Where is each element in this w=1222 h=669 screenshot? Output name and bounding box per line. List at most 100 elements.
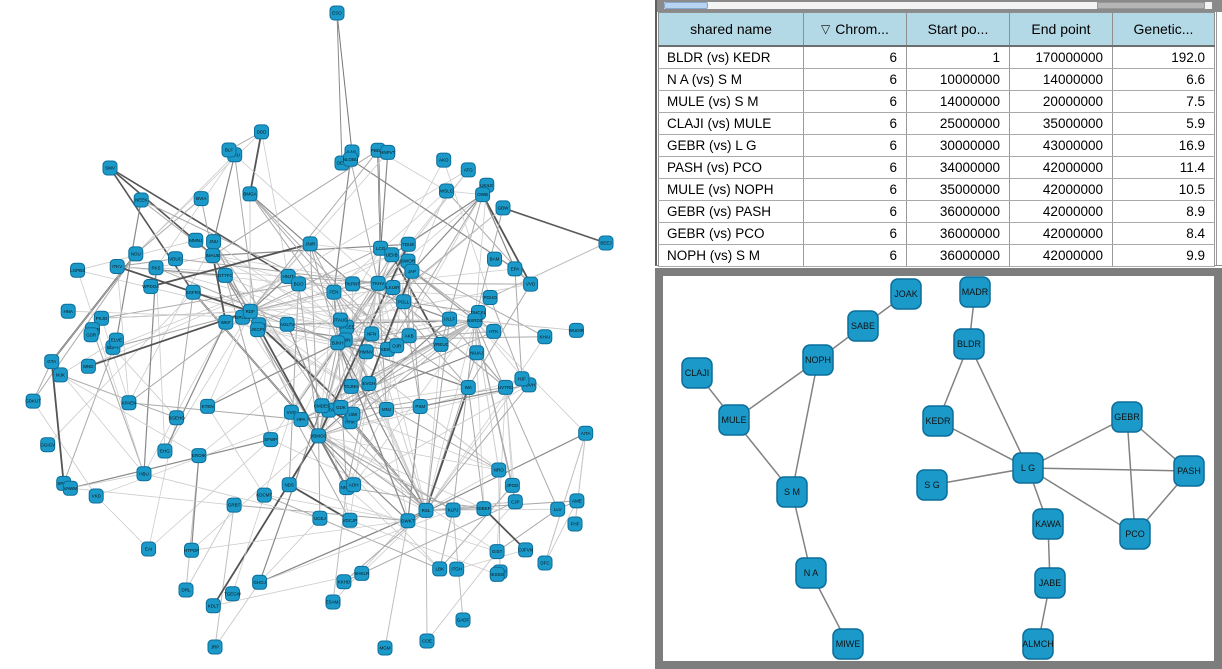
main-network-canvas[interactable]: ESOILMLOEKISMVBEEJJRPCOEESAMJGADFMGMKTWP… [0, 0, 650, 669]
table-cell[interactable]: 192.0 [1112, 46, 1215, 69]
hairball-node[interactable]: KLPJ [445, 502, 461, 518]
network-node[interactable]: L G [1012, 452, 1044, 484]
hairball-node[interactable]: NEEK [133, 192, 149, 208]
hairball-node[interactable]: EHG [157, 443, 173, 459]
hairball-node-shape[interactable] [40, 437, 56, 453]
scrollbar-thumb-left[interactable] [664, 2, 708, 9]
hairball-node-shape[interactable] [361, 376, 377, 391]
hairball-node-shape[interactable] [206, 234, 222, 250]
hairball-node-shape[interactable] [537, 329, 553, 345]
table-cell[interactable]: 10.5 [1112, 178, 1215, 201]
network-edge[interactable] [1027, 467, 1190, 472]
hairball-node[interactable]: UVTRC [498, 379, 514, 395]
network-node-shape[interactable] [953, 328, 985, 360]
hairball-node[interactable]: HMNV [358, 344, 374, 360]
hairball-node-shape[interactable] [326, 284, 342, 300]
hairball-node[interactable]: KPAEN [121, 395, 137, 411]
hairball-node[interactable]: BMGA [242, 186, 258, 202]
table-cell[interactable]: 30000000 [906, 134, 1010, 157]
table-cell[interactable]: 8.4 [1112, 222, 1215, 245]
hairball-node-shape[interactable] [94, 310, 109, 326]
hairball-node[interactable]: BGO [291, 276, 307, 292]
scrollbar-thumb-right[interactable] [1097, 2, 1205, 9]
hairball-node-shape[interactable] [342, 512, 358, 528]
hairball-node-shape[interactable] [218, 314, 234, 330]
hairball-node[interactable]: TDUE [400, 236, 416, 252]
hairball-node[interactable]: JNU [206, 234, 222, 250]
hairball-node[interactable]: PKS [148, 260, 164, 276]
hairball-node-shape[interactable] [205, 598, 221, 614]
hairball-node-shape[interactable] [256, 487, 272, 503]
hairball-node[interactable]: NSRDS [467, 313, 483, 328]
hairball-node[interactable]: OWB [475, 187, 491, 203]
table-cell[interactable]: 11.4 [1112, 156, 1215, 179]
table-cell[interactable]: PASH (vs) PCO [658, 156, 804, 179]
hairball-node-shape[interactable] [567, 516, 583, 532]
hairball-node[interactable]: HJF [514, 371, 530, 387]
hairball-node-shape[interactable] [330, 335, 346, 351]
hairball-node-shape[interactable] [263, 432, 279, 448]
hairball-node[interactable]: GADF [455, 612, 471, 628]
table-vertical-scrollbar-track[interactable] [1216, 12, 1222, 265]
hairball-node[interactable]: DRL [178, 582, 194, 598]
table-cell[interactable]: 6 [803, 112, 907, 135]
hairball-node-shape[interactable] [60, 303, 76, 319]
network-edge[interactable] [1027, 467, 1136, 535]
hairball-node-shape[interactable] [412, 399, 428, 414]
hairball-node[interactable]: PSM [412, 399, 428, 414]
hairball-node[interactable]: RSL [418, 502, 434, 518]
hairball-node[interactable]: MND [80, 358, 96, 374]
hairball-node[interactable]: VAWM [62, 480, 78, 496]
hairball-node-shape[interactable] [385, 280, 401, 295]
network-node[interactable]: PCO [1119, 518, 1151, 550]
table-cell[interactable]: BLDR (vs) KEDR [658, 46, 804, 69]
network-node-shape[interactable] [916, 469, 948, 501]
network-edge[interactable] [931, 467, 1029, 486]
hairball-node[interactable]: BGEHO [168, 410, 185, 426]
table-cell[interactable]: 6 [803, 90, 907, 113]
hairball-node[interactable]: VDCJP [342, 512, 358, 528]
hairball-node-shape[interactable] [102, 160, 118, 176]
hairball-node[interactable]: JTAUG [332, 312, 348, 328]
table-cell[interactable]: 42000000 [1009, 200, 1113, 223]
hairball-node-shape[interactable] [514, 371, 530, 387]
hairball-node[interactable]: BAM [487, 251, 502, 267]
hairball-node-shape[interactable] [598, 235, 614, 251]
hairball-node-shape[interactable] [343, 378, 359, 394]
hairball-node[interactable]: VVD [523, 276, 539, 292]
hairball-node[interactable]: LKUIR [385, 280, 401, 295]
column-header-genetic[interactable]: Genetic... [1112, 12, 1215, 47]
network-node[interactable]: PASH [1173, 455, 1205, 487]
hairball-node[interactable]: ITKV [109, 259, 125, 274]
table-cell[interactable]: 5.9 [1112, 112, 1215, 135]
network-node[interactable]: ALMCH [1022, 628, 1054, 660]
network-node-shape[interactable] [959, 276, 991, 308]
hairball-node[interactable]: MJK [52, 367, 68, 383]
hairball-node[interactable]: HBU [136, 466, 152, 482]
hairball-node[interactable]: HPA [293, 412, 309, 427]
network-node-shape[interactable] [922, 405, 954, 437]
hairball-node[interactable]: JNIR [302, 236, 318, 252]
hairball-node[interactable]: TKHV [370, 275, 386, 291]
table-row[interactable]: GEBR (vs) PCO 6 36000000 42000000 8.4 [658, 222, 1215, 245]
hairball-node-shape[interactable] [445, 502, 461, 518]
hairball-node[interactable]: GIST [489, 544, 505, 560]
hairball-node-shape[interactable] [489, 566, 505, 582]
hairball-node-shape[interactable] [354, 565, 370, 581]
hairball-node-shape[interactable] [193, 191, 209, 207]
hairball-node-shape[interactable] [80, 358, 96, 374]
hairball-node[interactable]: KHAI [537, 329, 553, 345]
hairball-node[interactable]: AKB [401, 328, 417, 344]
network-node-shape[interactable] [1034, 567, 1066, 599]
hairball-node[interactable]: CJP [507, 494, 523, 510]
hairball-node[interactable]: LGPBS [70, 262, 85, 278]
hairball-node-shape[interactable] [476, 501, 492, 517]
table-cell[interactable]: NOPH (vs) S M [658, 244, 804, 267]
hairball-node-shape[interactable] [449, 561, 465, 577]
network-node[interactable]: MADR [959, 276, 991, 308]
hairball-node[interactable]: ELVE [108, 332, 124, 348]
hairball-node-shape[interactable] [491, 462, 507, 478]
hairball-node[interactable]: PGLL [396, 294, 412, 310]
hairball-node-shape[interactable] [498, 379, 514, 395]
hairball-node-shape[interactable] [250, 322, 266, 338]
